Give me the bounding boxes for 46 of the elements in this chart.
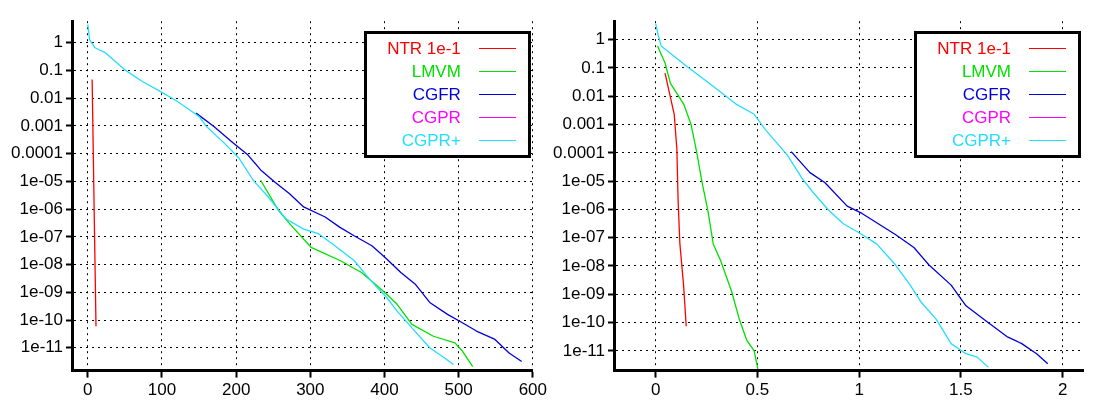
y-tick-label: 1e-11 [562,340,605,360]
y-tick-label: 1e-07 [561,227,605,247]
x-tick-label: 1 [854,380,864,400]
y-tick-label: 0.0001 [553,142,605,162]
y-tick-label: 0.001 [20,115,63,135]
x-tick-label: 2 [1057,380,1068,400]
y-tick-label: 1 [53,32,63,52]
y-tick-label: 1e-09 [19,281,63,301]
legend-label: NTR 1e-1 [937,38,1011,59]
legend-label: CGPR+ [401,130,461,151]
legend-label: LMVM [961,61,1011,82]
y-tick-label: 1e-08 [19,254,63,274]
y-tick-label: 0.1 [581,57,605,77]
x-tick-label: 0 [650,380,661,400]
y-tick-label: 1e-10 [561,312,605,332]
y-tick-label: 0.0001 [11,143,63,163]
legend-label: CGPR [961,107,1011,128]
x-tick-label: 200 [221,380,251,400]
legend-label: LMVM [411,61,461,82]
x-tick-label: 100 [147,380,177,400]
y-tick-label: 1 [595,29,605,49]
y-tick-label: 1e-06 [19,198,63,218]
y-tick-label: 1e-05 [19,171,63,191]
legend-label: NTR 1e-1 [387,38,461,59]
x-tick-label: 600 [518,380,548,400]
x-tick-label: 0 [83,380,93,400]
y-tick-label: 0.01 [29,87,63,107]
x-tick-label: 1.5 [949,380,973,400]
legend-label: CGPR+ [951,130,1011,151]
x-tick-label: 400 [370,380,399,400]
y-tick-label: 1e-07 [19,226,63,246]
y-tick-label: 0.1 [39,60,63,80]
y-tick-label: 0.001 [562,114,605,134]
x-tick-label: 0.5 [745,380,770,400]
y-tick-label: 0.01 [571,85,605,105]
y-tick-label: 1e-08 [561,255,605,275]
legend-label: CGFR [962,84,1011,105]
legend-label: CGFR [412,84,461,105]
y-tick-label: 1e-11 [20,337,63,357]
legend-label: CGPR [411,107,461,128]
x-tick-label: 300 [296,380,325,400]
y-tick-label: 1e-05 [561,170,605,190]
y-tick-label: 1e-10 [19,309,63,329]
y-tick-label: 1e-06 [561,199,605,219]
x-tick-label: 500 [444,380,473,400]
y-tick-label: 1e-09 [561,283,605,303]
